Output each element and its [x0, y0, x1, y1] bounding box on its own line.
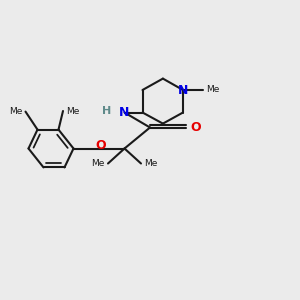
- Text: Me: Me: [66, 106, 80, 116]
- Text: N: N: [178, 83, 188, 97]
- Text: O: O: [95, 139, 106, 152]
- Text: H: H: [102, 106, 111, 116]
- Text: N: N: [119, 106, 130, 119]
- Text: Me: Me: [92, 159, 105, 168]
- Text: Me: Me: [9, 107, 22, 116]
- Text: Me: Me: [206, 85, 220, 94]
- Text: Me: Me: [144, 159, 158, 168]
- Text: O: O: [190, 121, 201, 134]
